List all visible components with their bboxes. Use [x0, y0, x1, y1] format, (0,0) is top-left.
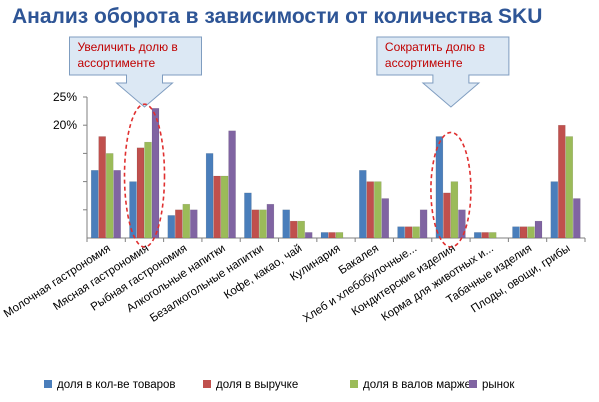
bar [412, 226, 420, 239]
bar [167, 215, 176, 239]
bar [244, 192, 252, 239]
callout-text: Сократить долю в [385, 40, 485, 54]
bar [381, 198, 390, 239]
bar [550, 181, 559, 239]
bar [359, 170, 367, 239]
highlight-ellipse [123, 103, 166, 248]
bar [297, 220, 305, 239]
bar [90, 170, 99, 239]
bar [190, 209, 198, 239]
callout-text: Увеличить долю в [77, 40, 177, 54]
bar [512, 226, 520, 239]
bar [136, 147, 145, 239]
bar [220, 175, 229, 239]
bar [259, 209, 267, 239]
y-tick-label: 20% [53, 118, 77, 132]
bar [519, 226, 528, 239]
bar [443, 192, 451, 239]
y-tick-label: 25% [53, 90, 77, 104]
bar [151, 108, 160, 239]
bar [304, 232, 313, 239]
callout-box [376, 36, 510, 108]
legend-label: доля в выручке [216, 379, 298, 391]
bar [488, 232, 497, 239]
legend: доля в кол-ве товаров доля в выручке доля … [44, 379, 515, 391]
bar [397, 226, 405, 239]
bar [450, 181, 459, 239]
legend-swatch [469, 380, 477, 388]
bar [335, 232, 344, 239]
callouts: Увеличить долю в ассортименте Сократить до… [69, 36, 510, 248]
bar [328, 232, 336, 239]
bar [144, 141, 152, 239]
bar [534, 220, 543, 239]
bar [558, 124, 566, 239]
bar [473, 232, 482, 239]
bar [113, 170, 121, 239]
bar [175, 209, 183, 239]
highlight-ellipse [430, 131, 472, 248]
callout-box [69, 36, 202, 108]
bar [289, 220, 298, 239]
bar [228, 130, 236, 239]
bar [435, 136, 444, 239]
bar [481, 232, 489, 239]
chart-title: Анализ оборота в зависимости от количест… [12, 5, 542, 28]
bar [282, 209, 290, 239]
bar [404, 226, 413, 239]
callout-text: ассортименте [385, 56, 463, 70]
bar [527, 226, 535, 239]
bar [565, 136, 574, 239]
bar [182, 203, 191, 239]
bar [105, 153, 114, 239]
bar [366, 181, 375, 239]
bar [251, 209, 260, 239]
legend-swatch [44, 380, 52, 388]
bar [213, 175, 221, 239]
legend-label: доля в валов марже [363, 379, 471, 391]
legend-swatch [203, 380, 211, 388]
bar [205, 153, 214, 239]
legend-label: рынок [482, 379, 515, 391]
legend-swatch [350, 380, 358, 388]
bar [98, 136, 106, 239]
bar [573, 198, 581, 239]
bar [129, 181, 137, 239]
legend-label: доля в кол-ве товаров [57, 379, 176, 391]
bar [320, 232, 329, 239]
bar [266, 203, 275, 239]
bar [374, 181, 382, 239]
bar [419, 209, 428, 239]
callout-text: ассортименте [77, 56, 155, 70]
